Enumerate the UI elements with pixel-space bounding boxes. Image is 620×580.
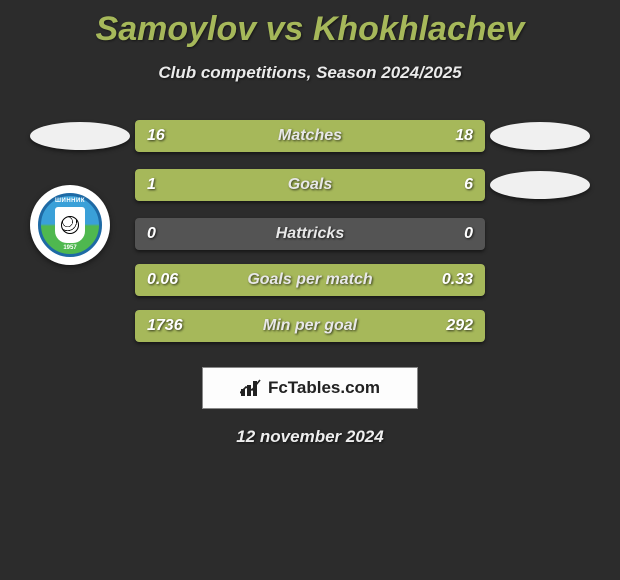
stat-label: Matches — [135, 120, 485, 152]
right-ellipse-top — [490, 122, 590, 150]
crest-text: ШИННИК — [55, 198, 85, 204]
left-team-crest: ШИННИК 1957 — [30, 185, 110, 265]
right-side-col — [485, 122, 595, 150]
bar-chart-icon — [240, 379, 262, 397]
stat-row: 0.06 Goals per match 0.33 — [0, 257, 620, 303]
bar-track: 1 Goals 6 — [135, 169, 485, 201]
stat-label: Goals per match — [135, 264, 485, 296]
bar-track: 1736 Min per goal 292 — [135, 310, 485, 342]
crest-inner: ШИННИК 1957 — [38, 193, 102, 257]
stat-right-value: 0 — [464, 218, 473, 250]
bar-track: 0.06 Goals per match 0.33 — [135, 264, 485, 296]
stat-row: 1736 Min per goal 292 — [0, 303, 620, 349]
bar-track: 0 Hattricks 0 — [135, 218, 485, 250]
brand-label: FcTables.com — [268, 378, 380, 398]
bar-track: 16 Matches 18 — [135, 120, 485, 152]
right-ellipse-bottom — [490, 171, 590, 199]
subtitle: Club competitions, Season 2024/2025 — [0, 63, 620, 83]
stat-label: Min per goal — [135, 310, 485, 342]
stat-right-value: 18 — [455, 120, 473, 152]
page-title: Samoylov vs Khokhlachev — [0, 0, 620, 49]
stat-label: Hattricks — [135, 218, 485, 250]
comparison-block: 16 Matches 18 1 Goals 6 0 Hattrick — [0, 113, 620, 349]
crest-shield — [55, 207, 85, 243]
brand-box[interactable]: FcTables.com — [202, 367, 418, 409]
stat-right-value: 6 — [464, 169, 473, 201]
right-side-col — [485, 171, 595, 199]
crest-year: 1957 — [63, 245, 76, 251]
stat-right-value: 0.33 — [442, 264, 473, 296]
stat-label: Goals — [135, 169, 485, 201]
date-line: 12 november 2024 — [0, 427, 620, 447]
stat-right-value: 292 — [446, 310, 473, 342]
soccer-ball-icon — [61, 216, 79, 234]
